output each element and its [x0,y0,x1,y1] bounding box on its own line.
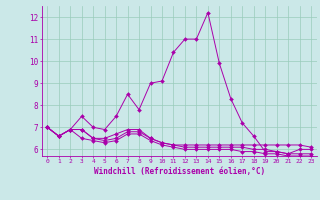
X-axis label: Windchill (Refroidissement éolien,°C): Windchill (Refroidissement éolien,°C) [94,167,265,176]
